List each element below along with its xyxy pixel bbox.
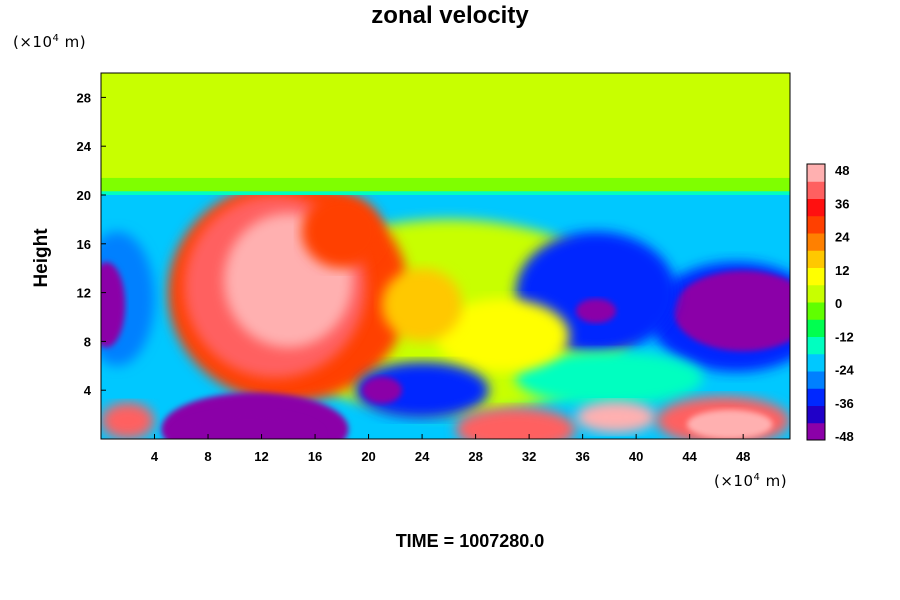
- colorbar-swatch: [807, 250, 825, 268]
- layer-boundary: [101, 191, 790, 195]
- plot-frame: [100, 72, 791, 440]
- y-tick-label: 20: [77, 188, 91, 203]
- x-axis-ticks: 4 8 12 16 20 24 28 32 36 40 44 48: [151, 434, 750, 464]
- y-tick-label: 28: [77, 90, 91, 105]
- colorbar-swatch: [807, 371, 825, 389]
- field-cell: [101, 262, 126, 348]
- colorbar-label: -24: [835, 363, 855, 378]
- field-cell: [575, 401, 657, 433]
- y-tick-label: 16: [77, 237, 91, 252]
- x-tick-label: 44: [682, 449, 697, 464]
- colorbar-swatch: [807, 422, 825, 441]
- colorbar-frame: [806, 163, 826, 441]
- field-cell: [575, 298, 617, 324]
- colorbar-swatch: [807, 233, 825, 251]
- colorbar-swatch: [807, 388, 825, 406]
- colorbar-label: 12: [835, 263, 849, 278]
- y-tick-label: 12: [77, 286, 91, 301]
- field-cell: [301, 195, 382, 269]
- colorbar-label: 24: [835, 230, 850, 245]
- field-cell: [355, 362, 489, 419]
- time-label: TIME = 1007280.0: [395, 531, 545, 551]
- y-tick-label: 8: [84, 334, 91, 349]
- field-cell: [435, 298, 570, 372]
- colorbar-swatch: [807, 319, 825, 337]
- velocity-field: [101, 73, 790, 439]
- y-axis-unit: (×104 m): [13, 33, 87, 51]
- colorbar-swatch: [807, 181, 825, 199]
- field-cell: [174, 413, 322, 439]
- colorbar-swatch: [807, 336, 825, 355]
- field-cell: [686, 409, 773, 439]
- x-tick-label: 48: [736, 449, 750, 464]
- colorbar-swatch: [807, 267, 825, 286]
- x-tick-label: 28: [468, 449, 482, 464]
- field-cell: [673, 270, 790, 352]
- y-tick-label: 4: [84, 383, 92, 398]
- colorbar-label: 36: [835, 196, 849, 211]
- colorbar-label: -48: [835, 429, 854, 444]
- upper-layer-wave: [101, 177, 790, 192]
- colorbar: 48 36 24 12 0 -12 -24 -36 -48: [806, 163, 855, 444]
- field-cell: [381, 268, 463, 342]
- colorbar-swatch: [807, 164, 825, 182]
- colorbar-label: -12: [835, 329, 854, 344]
- x-tick-label: 12: [254, 449, 268, 464]
- colorbar-swatch: [807, 215, 825, 234]
- colorbar-swatch: [807, 405, 825, 424]
- colorbar-swatch: [807, 198, 825, 217]
- y-axis-ticks: 4 8 12 16 20 24 28: [77, 90, 106, 398]
- x-axis-unit: (×104 m): [714, 472, 788, 490]
- colorbar-swatch: [807, 284, 825, 303]
- field-cell: [455, 407, 576, 439]
- field-cell: [361, 376, 403, 404]
- x-tick-label: 32: [522, 449, 536, 464]
- x-tick-label: 4: [151, 449, 159, 464]
- colorbar-swatch: [807, 302, 825, 320]
- x-tick-label: 16: [308, 449, 322, 464]
- x-tick-label: 8: [204, 449, 211, 464]
- colorbar-swatch: [807, 353, 825, 372]
- x-tick-label: 36: [575, 449, 589, 464]
- field-cell: [515, 351, 704, 405]
- colorbar-label: -36: [835, 396, 854, 411]
- colorbar-label: 48: [835, 163, 849, 178]
- y-tick-label: 24: [77, 139, 92, 154]
- x-tick-label: 40: [629, 449, 643, 464]
- x-tick-label: 20: [361, 449, 375, 464]
- colorbar-label: 0: [835, 296, 842, 311]
- field-cell: [101, 402, 155, 439]
- upper-layer: [101, 73, 790, 192]
- chart-title: zonal velocity: [371, 2, 529, 29]
- x-tick-label: 24: [415, 449, 430, 464]
